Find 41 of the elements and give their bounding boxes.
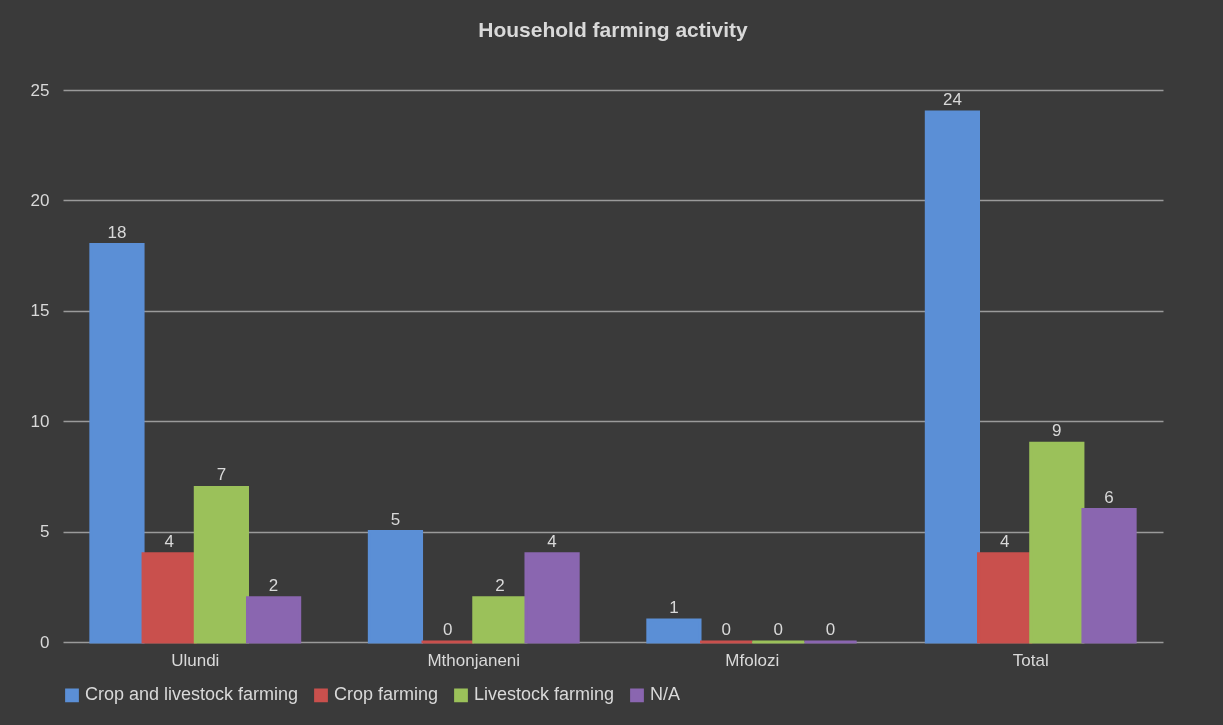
bar (245, 596, 302, 644)
y-tick-label: 5 (40, 522, 50, 542)
bar (924, 110, 981, 644)
y-tick-label: 25 (30, 80, 50, 100)
data-label: 0 (721, 620, 731, 639)
data-label: 4 (164, 531, 174, 551)
legend-label: Livestock farming (474, 684, 615, 705)
data-label: 18 (107, 222, 127, 242)
bar (89, 243, 145, 644)
legend-label: Crop and livestock farming (85, 684, 299, 705)
bar (646, 618, 702, 644)
y-tick-label: 20 (30, 190, 50, 210)
data-label: 1 (669, 597, 679, 617)
y-tick-label: 15 (30, 301, 50, 321)
data-label: 2 (268, 575, 279, 595)
bar (193, 485, 249, 644)
data-label: 4 (547, 531, 557, 551)
bar (1029, 441, 1085, 644)
bar (367, 530, 424, 644)
data-label: 9 (1052, 421, 1062, 441)
bar (141, 552, 197, 644)
data-label: 2 (495, 575, 505, 595)
x-tick-label: Mthonjaneni (427, 650, 521, 670)
data-label: 7 (216, 465, 227, 485)
x-tick-label: Ulundi (171, 650, 220, 670)
data-label: 6 (1104, 487, 1114, 507)
bar (1081, 508, 1137, 644)
data-label: 0 (825, 620, 836, 639)
data-label: 24 (942, 90, 962, 110)
chart-title: Household farming activity (478, 18, 749, 41)
data-label: 4 (999, 531, 1010, 551)
data-label: 5 (390, 509, 401, 529)
data-label: 0 (773, 620, 784, 639)
x-tick-label: Total (1012, 650, 1049, 670)
legend-label: N/A (650, 684, 681, 705)
bar (524, 552, 580, 644)
y-tick-label: 10 (30, 411, 50, 431)
legend-label: Crop farming (334, 684, 439, 705)
data-label: 0 (442, 620, 453, 639)
y-tick-label: 0 (40, 632, 50, 652)
x-tick-label: Mfolozi (725, 650, 780, 670)
